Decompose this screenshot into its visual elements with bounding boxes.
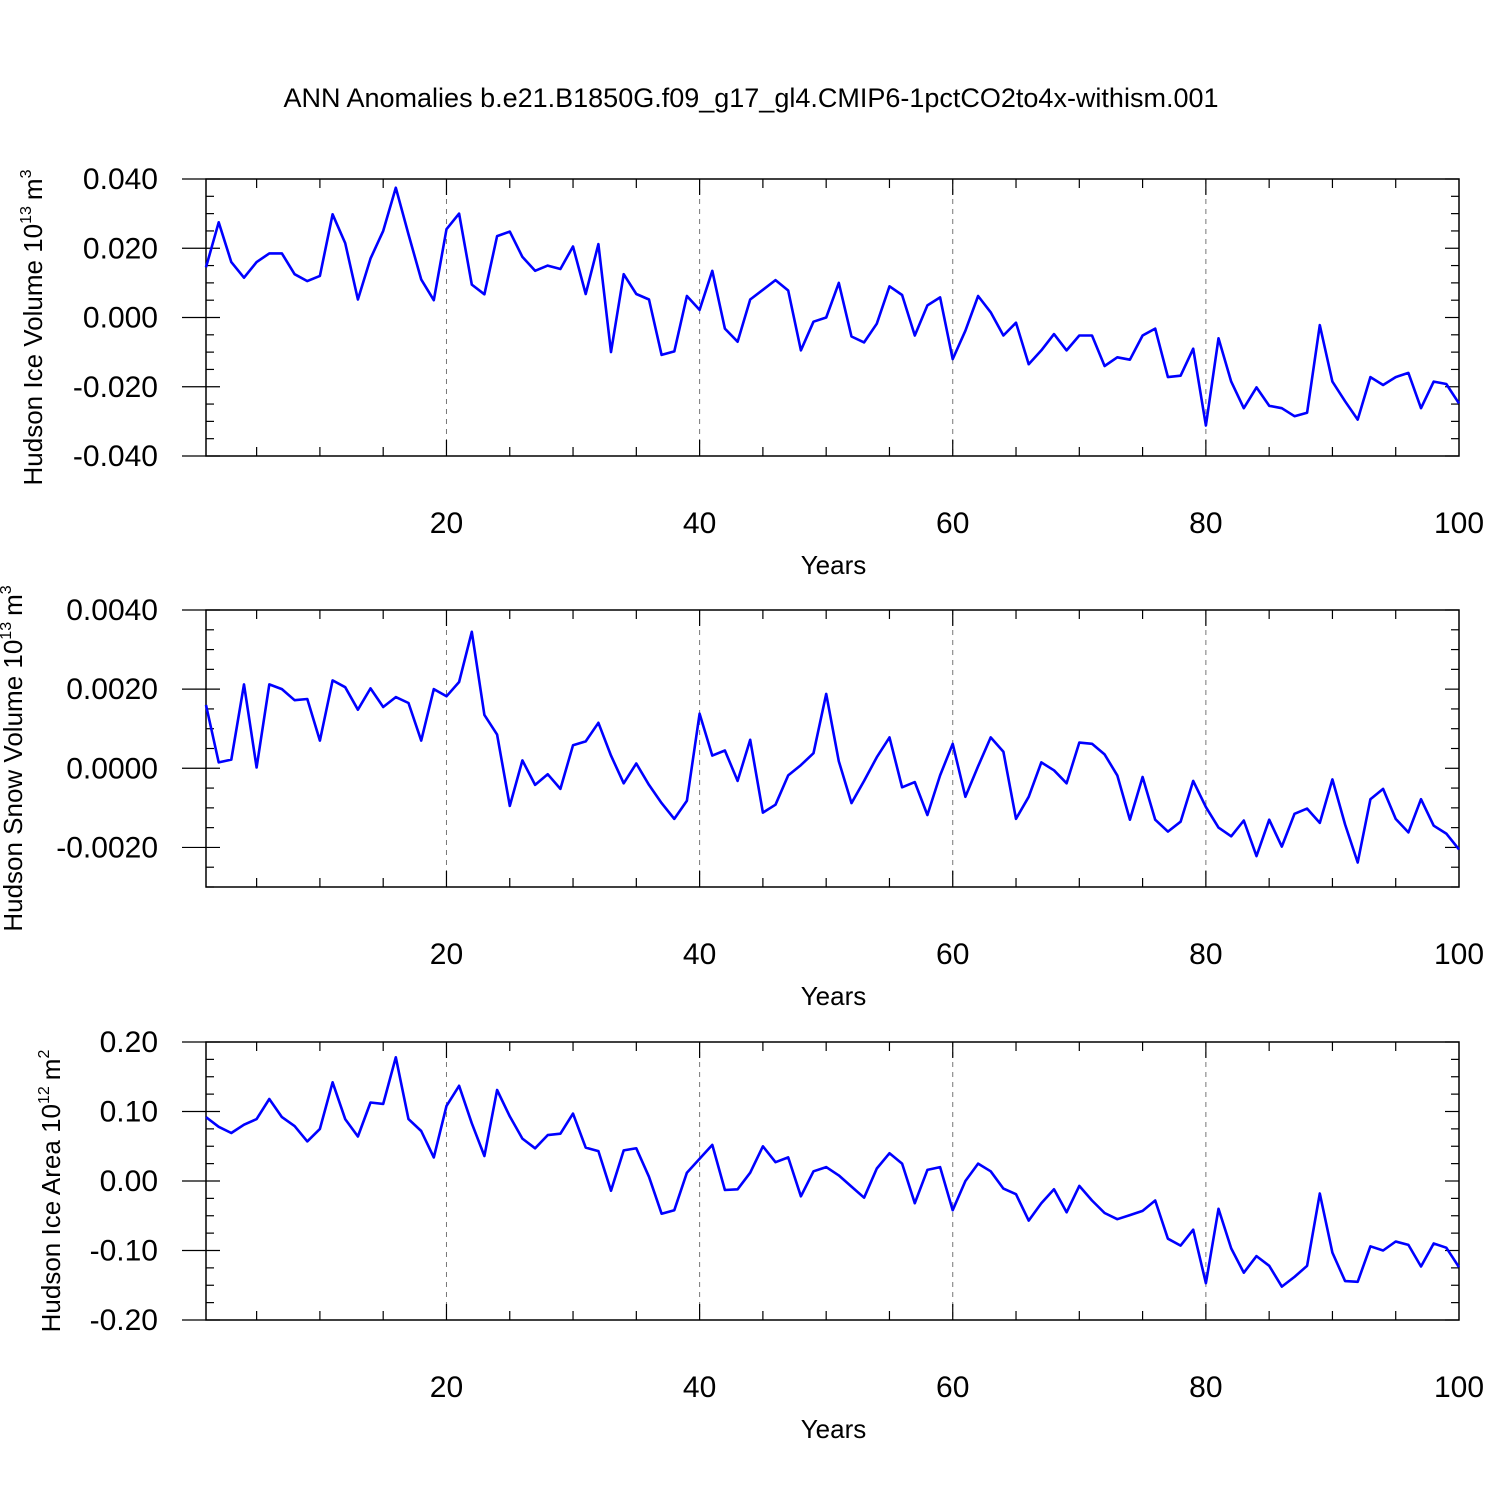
y-axis-title: Hudson Snow Volume 1013m3 <box>0 585 28 931</box>
y-tick-label: 0.020 <box>83 232 158 265</box>
y-tick-label: -0.020 <box>73 371 158 404</box>
x-tick-label: 40 <box>683 938 716 971</box>
x-tick-label: 60 <box>936 1371 969 1404</box>
x-tick-label: 100 <box>1434 1371 1484 1404</box>
y-tick-label: 0.0040 <box>66 594 158 627</box>
y-tick-label: -0.20 <box>90 1304 158 1337</box>
y-tick-label: 0.0000 <box>66 752 158 785</box>
y-tick-label: -0.0020 <box>56 831 158 864</box>
x-axis-title: Years <box>801 1414 867 1444</box>
y-axis-title: Hudson Ice Volume 1013m3 <box>18 169 48 485</box>
panel-hudson-snow-volume: -0.0020 0.0000 0.0020 0.0040 20 40 60 80 100 Year… <box>0 585 1484 1011</box>
x-tick-label: 80 <box>1189 1371 1222 1404</box>
y-tick-label: 0.0020 <box>66 673 158 706</box>
x-tick-label: 100 <box>1434 507 1484 540</box>
x-tick-label: 20 <box>430 1371 463 1404</box>
x-tick-label: 20 <box>430 938 463 971</box>
y-tick-label: 0.00 <box>100 1165 158 1198</box>
plot-frame <box>205 178 1460 457</box>
y-tick-label: 0.20 <box>100 1026 158 1059</box>
x-tick-label: 80 <box>1189 938 1222 971</box>
x-tick-label: 40 <box>683 507 716 540</box>
x-tick-label: 60 <box>936 938 969 971</box>
y-axis-title: Hudson Ice Area 1012m2 <box>36 1050 66 1333</box>
plot-frame <box>205 609 1460 888</box>
series-line <box>204 630 1461 864</box>
y-tick-label: 0.040 <box>83 163 158 196</box>
x-axis-title: Years <box>801 550 867 580</box>
y-tick-label: -0.040 <box>73 440 158 473</box>
figure-title: ANN Anomalies b.e21.B1850G.f09_g17_gl4.C… <box>283 83 1218 113</box>
y-tick-label: -0.10 <box>90 1235 158 1268</box>
panel-hudson-ice-volume: -0.040 -0.020 0.000 0.020 0.040 20 40 60 80 100 Ye… <box>18 163 1484 580</box>
x-tick-label: 80 <box>1189 507 1222 540</box>
plot-frame <box>205 1041 1460 1321</box>
x-tick-label: 60 <box>936 507 969 540</box>
panel-hudson-ice-area: -0.20 -0.10 0.00 0.10 0.20 20 40 60 80 100 Years Hu… <box>36 1026 1484 1444</box>
series-line <box>204 186 1461 427</box>
y-tick-label: 0.000 <box>83 302 158 335</box>
y-tick-label: 0.10 <box>100 1096 158 1129</box>
x-tick-label: 20 <box>430 507 463 540</box>
x-axis-title: Years <box>801 981 867 1011</box>
x-tick-label: 40 <box>683 1371 716 1404</box>
x-tick-label: 100 <box>1434 938 1484 971</box>
series-line <box>205 1056 1461 1288</box>
